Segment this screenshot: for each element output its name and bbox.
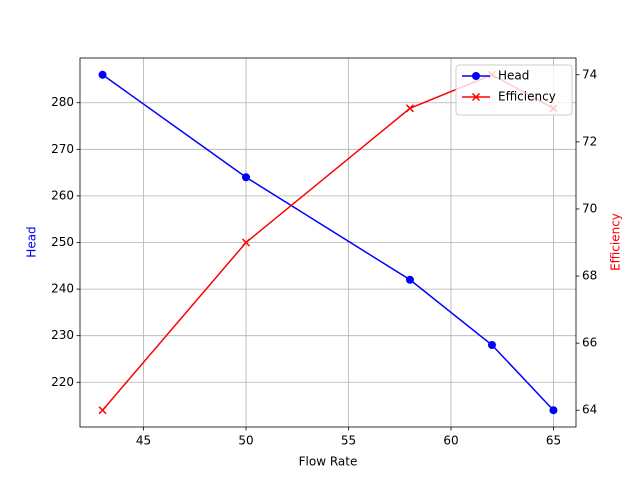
y2-tick-label: 66 [582, 336, 597, 350]
y-tick-label: 230 [51, 328, 74, 342]
y2-tick-label: 70 [582, 201, 597, 215]
y2-tick-label: 74 [582, 67, 597, 81]
legend-box [455, 64, 573, 116]
y-tick-label: 220 [51, 375, 74, 389]
marker [405, 275, 414, 284]
legend-marker [471, 92, 481, 102]
x-tick-label: 50 [238, 434, 253, 448]
legend-label: Head [498, 69, 529, 83]
marker [241, 238, 251, 247]
y2-axis-label: Efficiency [609, 213, 623, 271]
marker [549, 406, 558, 415]
x-tick-label: 45 [136, 434, 151, 448]
y-tick-label: 260 [51, 188, 74, 202]
y-tick-label: 270 [51, 142, 74, 156]
y2-tick-label: 72 [582, 134, 597, 148]
legend-label: Efficiency [498, 90, 556, 104]
y-tick-label: 280 [51, 95, 74, 109]
y2-tick-label: 64 [582, 403, 597, 417]
marker [98, 70, 107, 79]
x-tick-label: 55 [341, 434, 356, 448]
x-tick-label: 60 [443, 434, 458, 448]
x-axis-label: Flow Rate [299, 455, 358, 469]
marker [98, 406, 107, 415]
marker [405, 104, 415, 113]
marker [242, 173, 251, 182]
y-tick-label: 250 [51, 235, 74, 249]
y-tick-label: 240 [51, 282, 74, 296]
legend-marker [472, 72, 480, 80]
y2-tick-label: 68 [582, 269, 597, 283]
x-tick-label: 65 [546, 434, 561, 448]
marker [487, 341, 496, 349]
legend: Head Efficiency [455, 64, 573, 116]
y-axis-label: Head [25, 226, 39, 257]
